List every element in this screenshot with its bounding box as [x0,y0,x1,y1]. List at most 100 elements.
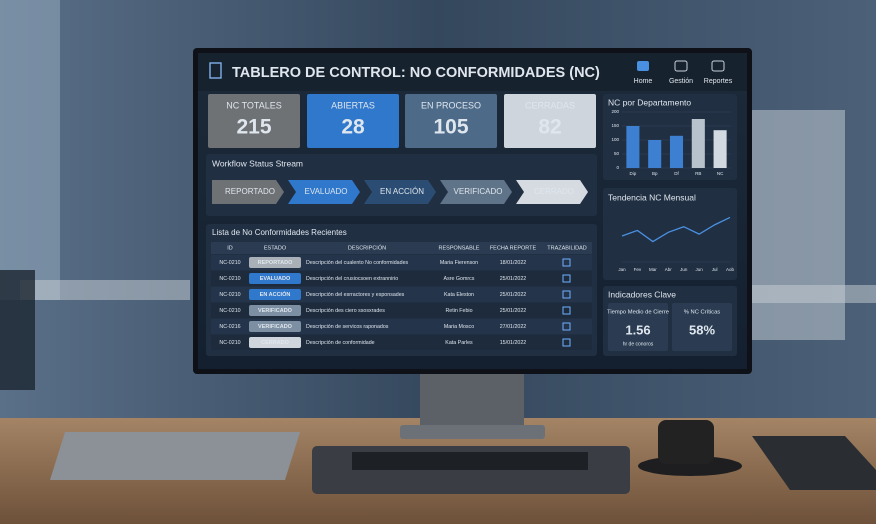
indicator-note: hr de conoros [623,341,654,347]
kpi-label: CERRADAS [525,100,575,110]
table-cell: NC-0210 [219,276,240,282]
status-badge [249,337,301,348]
column-header: FECHA REPORTE [490,245,537,251]
table-cell: NC-0210 [219,292,240,298]
nav-item: Gestión [669,78,693,85]
table-cell: NC-0216 [219,324,240,330]
table-cell: 27/01/2022 [500,324,527,330]
table-cell: Retin Febio [445,308,472,314]
nav-icon [711,60,725,72]
trace-icon[interactable] [562,322,571,331]
column-header: TRAZABILIDAD [547,245,586,251]
tray [752,436,876,490]
table-cell: Descripción del cualento No conformidade… [306,260,409,266]
status-badge [249,305,301,316]
kpi-value: 28 [341,116,365,139]
dashboard: TABLERO DE CONTROL: NO CONFORMIDADES (NC… [198,53,747,356]
x-tick-label: Jun [696,267,704,272]
table-cell: Descripción de conformidade [306,340,375,346]
x-tick-label: Jul [712,267,718,272]
indicator-value: 58% [689,322,715,337]
kpi-card [307,94,399,148]
column-header: DESCRIPCIÓN [348,244,386,251]
table-cell: Maria Fierenson [440,260,478,266]
column-header: ID [227,245,233,251]
nav-icon [674,60,688,72]
workflow-label: REPORTADO [225,187,275,196]
indicator-label: % NC Críticas [684,310,720,316]
workflow-step [212,180,284,204]
table-cell: 25/01/2022 [500,292,527,298]
panel-title: Lista de No Conformidades Recientes [212,228,347,237]
bar [691,119,705,168]
table-row [211,271,592,286]
status-label: VERIFICADO [258,324,293,330]
trace-icon[interactable] [562,306,571,315]
table-cell: 15/01/2022 [500,340,527,346]
x-tick-label: Abr [665,267,673,272]
x-tick-label: Aob [726,267,735,272]
shelf [750,110,845,340]
table-cell: Kata Parles [445,340,473,346]
y-tick-label: 0 [616,165,619,170]
status-badge [249,289,301,300]
status-badge [249,321,301,332]
panel [603,188,737,280]
bar [626,126,640,168]
table-cell: Kata Eleston [444,292,474,298]
table-cell: NC-0210 [219,308,240,314]
workflow-label: EN ACCIÓN [380,187,424,196]
x-tick-label: NC [717,171,724,176]
column-header: ESTADO [264,245,287,251]
y-tick-label: 100 [611,137,619,142]
x-tick-label: Dip [630,171,637,176]
table-row [211,287,592,302]
kpi-label: NC TOTALES [226,100,282,110]
bar [648,140,662,168]
trace-icon[interactable] [562,274,571,283]
table-row [211,255,592,270]
window [0,0,60,300]
doc-icon [209,62,222,79]
x-tick-label: Mar [649,267,657,272]
kpi-label: EN PROCESO [421,100,481,110]
trace-icon[interactable] [562,258,571,267]
table-cell: NC-0210 [219,340,240,346]
header-bar [198,53,747,91]
table-row [211,303,592,318]
table-row [211,335,592,350]
status-badge [249,273,301,284]
workflow-label: CERRADO [534,187,574,196]
workflow-step [440,180,512,204]
workflow-step [516,180,588,204]
bar [669,135,684,168]
workflow-label: VERIFICADO [454,187,503,196]
stand [420,372,524,432]
x-tick-label: RB [695,171,701,176]
nav-icon [637,61,649,71]
keys [352,452,588,470]
column-header: RESPONSABLE [439,245,480,251]
table-cell: Descripción de servicos raponados [306,324,389,330]
x-tick-label: Df [674,171,679,176]
y-tick-label: 200 [611,109,619,114]
table-cell: 25/01/2022 [500,308,527,314]
chair [0,270,35,390]
trace-icon[interactable] [562,290,571,299]
trace-icon[interactable] [562,338,571,347]
table-cell: Asre Gomrcs [444,276,475,282]
indicator-card [608,303,668,351]
cup [658,420,714,464]
panel-title: Indicadores Clave [608,289,676,299]
status-label: VERIFICADO [258,308,293,314]
x-tick-label: Jan [618,267,626,272]
header-title: TABLERO DE CONTROL: NO CONFORMIDADES (NC… [232,65,600,81]
nav-item: Reportes [704,78,733,85]
y-tick-label: 150 [611,123,619,128]
indicator-value: 1.56 [625,322,650,337]
table-row [211,319,592,334]
x-tick-label: Bp [652,171,658,176]
workflow-step [288,180,360,204]
